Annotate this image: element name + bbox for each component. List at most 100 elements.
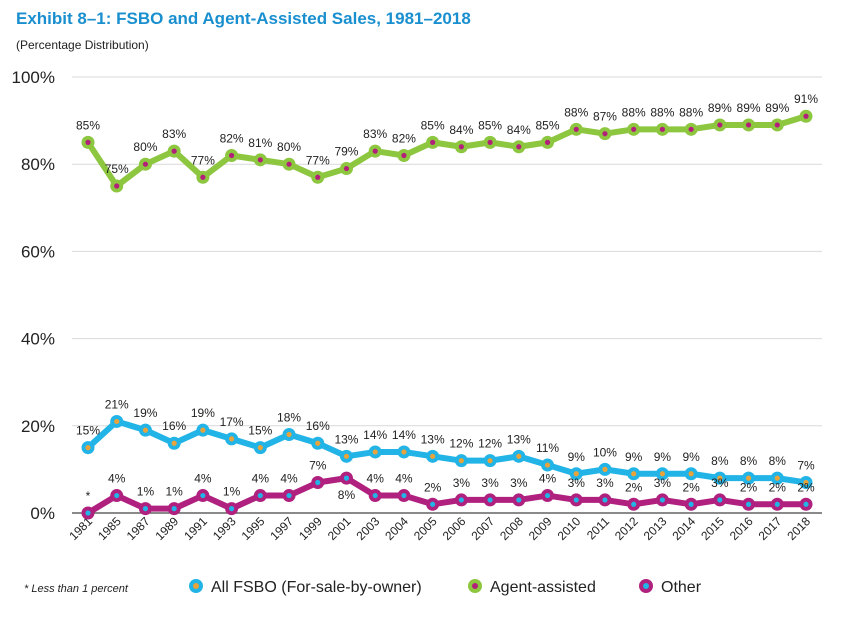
y-axis: 0% 20% 40% 60% 80% 100% [12, 68, 55, 523]
data-point-center [171, 506, 177, 512]
data-point-center [745, 122, 752, 128]
x-tick-label: 2006 [440, 514, 469, 543]
x-tick-label: 1995 [239, 514, 268, 543]
data-point-center [286, 161, 292, 167]
y-tick-label: 0% [30, 504, 55, 523]
data-point-center [573, 471, 579, 477]
data-label: 3% [510, 476, 528, 490]
data-label: 8% [338, 488, 356, 502]
data-point-center [200, 492, 206, 499]
data-point-center [315, 479, 321, 486]
x-tick-label: 2018 [784, 514, 813, 543]
data-point-center [200, 174, 206, 180]
data-label: 89% [765, 101, 789, 115]
x-tick-label: 1987 [124, 514, 153, 543]
data-point-center [516, 497, 522, 503]
x-tick-label: 2010 [555, 514, 584, 543]
data-label: 4% [367, 472, 385, 486]
data-label: 2% [740, 480, 758, 494]
x-axis: 1981 1985 1987 1989 1991 1993 1995 1997 1999 2001… [66, 514, 813, 543]
y-tick-label: 60% [21, 242, 55, 261]
legend-label: Other [661, 579, 702, 596]
data-point-center [315, 174, 321, 180]
x-tick-label: 2013 [641, 514, 670, 543]
data-label: 2% [625, 480, 643, 494]
x-tick-label: 2008 [497, 514, 526, 543]
data-point-center [142, 161, 149, 167]
y-tick-label: 20% [21, 417, 55, 436]
data-label: 3% [711, 476, 729, 490]
data-label: 81% [248, 136, 272, 150]
data-label: 16% [306, 419, 330, 433]
data-label: 91% [794, 92, 818, 106]
data-point-center [803, 113, 809, 119]
data-label: 85% [478, 118, 502, 132]
data-label: 10% [593, 445, 617, 459]
data-point-center [114, 418, 120, 425]
data-label: 2% [682, 480, 700, 494]
data-label: 8% [769, 454, 787, 468]
data-point-center [229, 152, 235, 159]
data-point-center [343, 165, 350, 172]
data-label: 21% [105, 397, 129, 411]
data-label: 82% [220, 131, 244, 145]
data-label: 17% [220, 415, 244, 429]
data-label: 4% [194, 472, 212, 486]
x-tick-label: 1991 [181, 514, 210, 543]
data-label: 7% [797, 458, 815, 472]
data-label: 83% [363, 127, 387, 141]
gridlines [72, 76, 822, 514]
data-label: 87% [593, 110, 617, 124]
series-line [85, 113, 809, 189]
data-label: 4% [280, 472, 298, 486]
data-point-center [659, 497, 666, 503]
data-label: 19% [133, 406, 157, 420]
data-label: 18% [277, 411, 301, 425]
data-label: 11% [536, 441, 559, 455]
data-point-center [315, 440, 321, 446]
data-label: 88% [564, 105, 588, 119]
legend-swatch-center [193, 583, 199, 589]
data-label: 13% [421, 432, 445, 446]
x-tick-label: 2014 [669, 514, 698, 543]
data-label: 8% [711, 454, 729, 468]
data-point-center [717, 122, 723, 128]
data-label: 3% [481, 476, 499, 490]
data-label: 83% [162, 127, 186, 141]
data-point-center [774, 122, 780, 128]
data-point-center [458, 497, 464, 503]
data-point-center [430, 501, 436, 507]
data-label: 80% [133, 140, 157, 154]
data-point-center [142, 427, 149, 433]
data-point-center [544, 462, 551, 468]
data-point-center [516, 144, 522, 150]
x-tick-label: 1989 [152, 514, 181, 543]
data-labels: 15% 21% 19% 16% 19% 17% 15% 18% 16% 13% 14% 14% 13% 1… [76, 92, 818, 503]
footnote: * Less than 1 percent [24, 583, 129, 595]
data-point-center [487, 497, 493, 503]
data-point-center [343, 475, 350, 481]
x-tick-label: 2003 [354, 514, 383, 543]
legend-swatch-center [472, 583, 478, 589]
data-label: 85% [76, 118, 100, 132]
data-label: 88% [650, 105, 674, 119]
data-label: 19% [191, 406, 215, 420]
data-point-center [573, 126, 579, 132]
data-point-center [372, 449, 378, 455]
data-label: 3% [568, 476, 586, 490]
y-tick-label: 100% [12, 68, 55, 87]
x-tick-label: 2005 [411, 514, 440, 543]
data-label: 13% [507, 432, 531, 446]
data-point-center [372, 492, 378, 499]
data-point-center [516, 453, 522, 459]
data-point-center [401, 152, 407, 159]
y-tick-label: 80% [21, 155, 55, 174]
data-point-center [717, 475, 723, 481]
data-label: 77% [306, 153, 330, 167]
data-label: 15% [76, 424, 100, 438]
data-point-center [401, 492, 407, 499]
data-label: 1% [137, 485, 155, 499]
data-point-center [487, 458, 493, 464]
data-label: 4% [395, 472, 413, 486]
data-point-center [544, 492, 551, 499]
